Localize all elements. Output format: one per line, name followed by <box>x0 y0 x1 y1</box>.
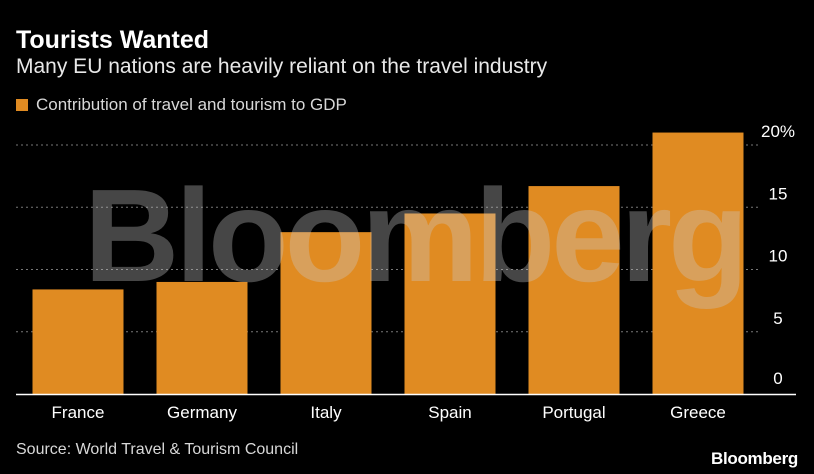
bar <box>280 232 372 394</box>
bar <box>652 132 744 395</box>
x-tick-label: France <box>52 403 105 422</box>
bars <box>32 132 744 395</box>
x-tick-label: Greece <box>670 403 726 422</box>
chart-title: Tourists Wanted <box>16 26 210 54</box>
x-tick-label: Germany <box>167 403 237 422</box>
legend-swatch <box>16 99 28 111</box>
y-tick-label: 20% <box>761 122 795 141</box>
bar <box>32 289 124 394</box>
y-tick-label: 10 <box>769 247 788 266</box>
legend-label: Contribution of travel and tourism to GD… <box>36 95 347 114</box>
y-tick-label: 0 <box>773 369 782 388</box>
y-tick-label: 5 <box>773 309 782 328</box>
brand-logo: Bloomberg <box>710 449 798 468</box>
tick-labels: 0 5 10 15 20% France Germany Italy Spain Portugal… <box>52 122 795 422</box>
legend: Contribution of travel and tourism to GD… <box>16 95 347 115</box>
grid-lines <box>16 144 760 333</box>
bar <box>528 186 620 394</box>
x-tick-label: Portugal <box>542 403 605 422</box>
bar <box>156 281 248 394</box>
x-tick-label: Spain <box>428 403 471 422</box>
chart-subtitle: Many EU nations are heavily reliant on t… <box>16 55 548 78</box>
y-tick-label: 15 <box>769 184 788 203</box>
x-tick-label: Italy <box>310 403 342 422</box>
bar <box>404 213 496 394</box>
source-note: Source: World Travel & Tourism Council <box>16 441 299 458</box>
